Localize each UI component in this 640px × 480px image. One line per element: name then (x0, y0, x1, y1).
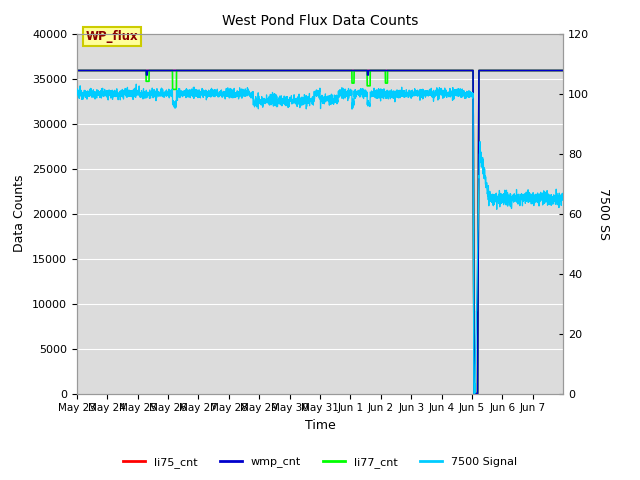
Legend: li75_cnt, wmp_cnt, li77_cnt, 7500 Signal: li75_cnt, wmp_cnt, li77_cnt, 7500 Signal (118, 452, 522, 472)
Text: WP_flux: WP_flux (86, 30, 138, 43)
Y-axis label: Data Counts: Data Counts (13, 175, 26, 252)
Y-axis label: 7500 SS: 7500 SS (597, 188, 610, 240)
Title: West Pond Flux Data Counts: West Pond Flux Data Counts (222, 14, 418, 28)
X-axis label: Time: Time (305, 419, 335, 432)
